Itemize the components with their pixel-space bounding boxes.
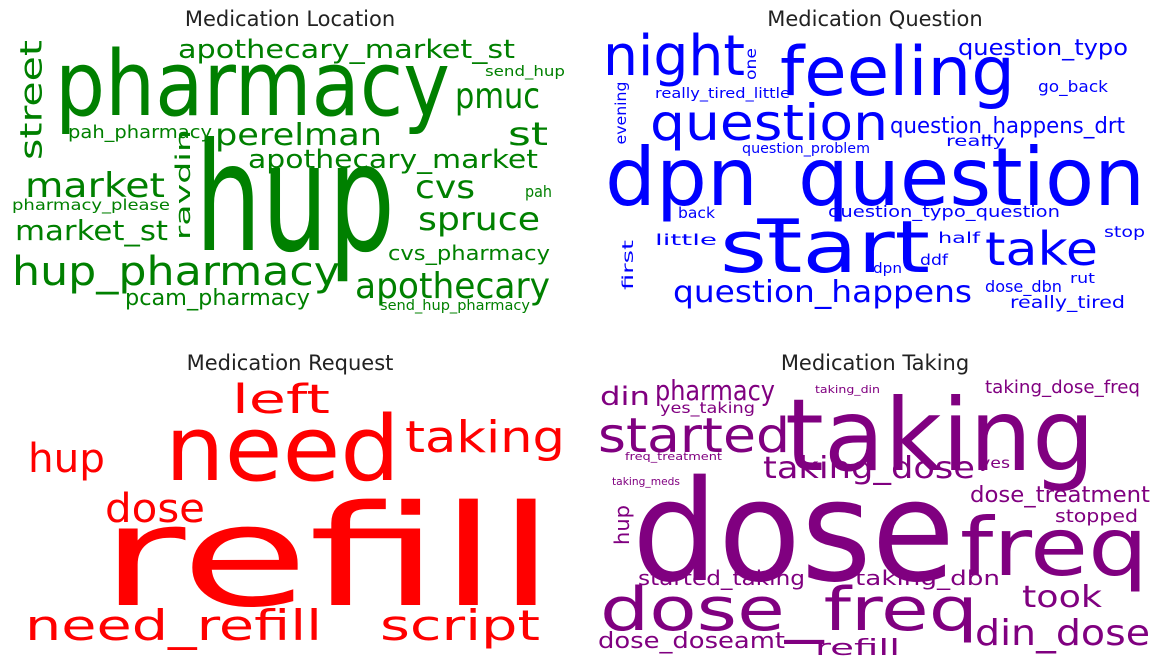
cloud-word: taking_dose (763, 451, 975, 486)
cloud-word: taking_meds (612, 475, 680, 488)
cloud-word: stop (1104, 223, 1145, 241)
cloud-word: dpn_question (605, 131, 1145, 224)
cloud-word: st (508, 115, 548, 153)
cloud-word: question_typo (958, 36, 1128, 61)
cloud-word: taking (785, 377, 1095, 494)
cloud-word: perelman (215, 118, 382, 153)
cloud-word: refill (100, 476, 555, 639)
cloud-word: dose_doseamt (598, 629, 785, 654)
cloud-word: dose (105, 486, 205, 532)
cloud-word: dose_freq (600, 575, 978, 645)
cloud-word: dose_dbn (985, 277, 1062, 297)
cloud-word: taking_dbn (855, 566, 1000, 590)
cloud-word: take (985, 222, 1098, 276)
cloud-word: night (603, 24, 745, 89)
cloud-word: freq (960, 501, 1148, 594)
cloud-word: really_tired (1010, 293, 1125, 313)
panel-title: Medication Taking (781, 351, 969, 375)
cloud-word: refill (815, 636, 900, 657)
cloud-word: feeling (780, 33, 1015, 112)
cloud-word: apothecary (355, 266, 550, 307)
cloud-word: script (380, 601, 540, 650)
cloud-word: question_typo_question (828, 202, 1060, 222)
cloud-word: question (650, 94, 888, 152)
cloud-word: need (165, 397, 400, 502)
cloud-word: send_hup_pharmacy (380, 298, 530, 314)
cloud-word: left (232, 377, 330, 423)
panel-title: Medication Location (185, 7, 395, 31)
cloud-word: little (655, 231, 717, 249)
cloud-word: street (15, 40, 50, 160)
cloud-word: rut (1070, 271, 1096, 287)
cloud-word: market (25, 166, 165, 206)
cloud-word: one (742, 48, 760, 80)
cloud-word: dpn (873, 261, 902, 277)
cloud-word: pharmacy (655, 374, 775, 407)
panel-title: Medication Question (767, 7, 982, 31)
cloud-word: start (720, 205, 930, 289)
cloud-word: really (946, 132, 1005, 150)
cloud-word: pmuc (455, 76, 540, 117)
cloud-word: pharmacy_please (12, 196, 170, 215)
cloud-word: hup (28, 436, 105, 482)
cloud-word: evening (612, 82, 630, 145)
cloud-word: yes_taking (660, 399, 755, 418)
cloud-word: hup (195, 112, 395, 286)
cloud-word: taking_dose_freq (985, 377, 1140, 398)
cloud-word: first (619, 240, 637, 290)
cloud-word: dose_treatment (970, 483, 1150, 508)
cloud-word: go_back (1038, 77, 1109, 97)
cloud-word: need_refill (25, 601, 322, 650)
cloud-word: stopped (1055, 506, 1138, 527)
cloud-word: started_taking (638, 566, 805, 590)
cloud-word: freq_treatment (625, 450, 723, 463)
panel-title: Medication Request (187, 351, 394, 375)
cloud-word: hup (610, 505, 634, 545)
cloud-word: apothecary_market_st (178, 35, 515, 65)
cloud-word: pharmacy (55, 32, 450, 137)
cloud-word: taking (405, 412, 565, 463)
cloud-word: question_happens_drt (890, 114, 1125, 139)
cloud-word: pah (525, 182, 552, 201)
cloud-word: hup_pharmacy (12, 249, 340, 295)
cloud-word: send_hup (485, 64, 565, 80)
cloud-word: cvs (415, 168, 475, 206)
cloud-word: din_dose (975, 613, 1150, 654)
cloud-word: ddf (920, 251, 949, 269)
cloud-word: started (598, 408, 790, 464)
cloud-word: din (600, 382, 650, 412)
cloud-word: pcam_pharmacy (125, 286, 310, 311)
cloud-word: really_tired_little (655, 86, 790, 102)
cloud-word: taking_din (815, 383, 880, 396)
cloud-word: question_problem (742, 141, 870, 157)
cloud-word: market_st (15, 214, 168, 247)
cloud-word: dose (632, 451, 955, 614)
cloud-word: took (1022, 580, 1103, 615)
cloud-word: half (938, 229, 981, 247)
cloud-word: ravdin (171, 130, 195, 240)
cloud-word: back (678, 204, 715, 222)
cloud-word: yes (980, 454, 1010, 472)
cloud-word: question_happens (673, 275, 972, 310)
cloud-word: pah_pharmacy (68, 122, 212, 143)
cloud-word: cvs_pharmacy (388, 241, 550, 265)
cloud-word: apothecary_market (248, 145, 538, 175)
cloud-word: spruce (418, 200, 540, 238)
